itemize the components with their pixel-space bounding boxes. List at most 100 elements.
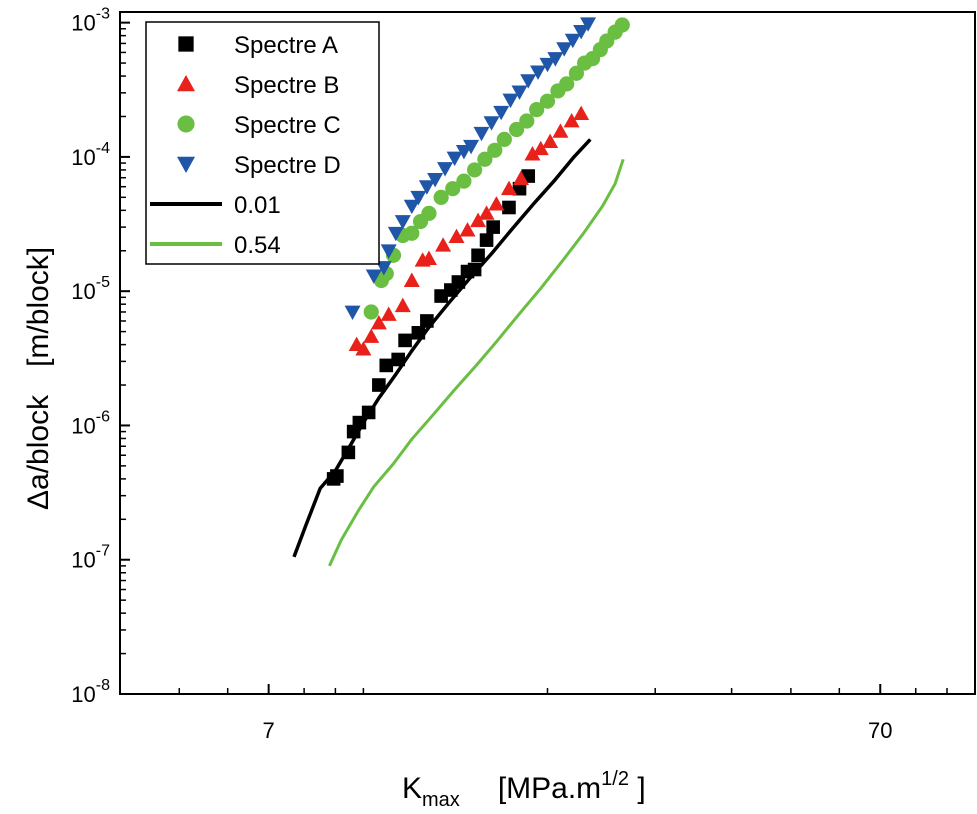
data-point: [552, 123, 569, 138]
data-point: [363, 304, 379, 320]
data-point: [580, 17, 597, 32]
y-tick-label: 10-8: [71, 677, 110, 707]
legend-entry: 0.01: [150, 192, 281, 219]
data-point: [520, 74, 537, 89]
data-point: [420, 250, 437, 265]
legend-marker-swatch: [177, 115, 195, 133]
legend-label: Spectre D: [234, 152, 341, 179]
data-point: [508, 121, 525, 138]
data-point: [563, 113, 580, 128]
data-point: [529, 102, 545, 118]
legend-label: 0.54: [234, 232, 281, 259]
data-point: [363, 328, 380, 343]
legend-entry: 0.54: [150, 232, 281, 259]
data-point: [524, 146, 541, 161]
series-spectre-c: [363, 17, 630, 320]
data-point: [387, 226, 404, 242]
legend-label: Spectre C: [234, 112, 341, 139]
x-axis-title: Kmax [MPa.m1/2 ]: [402, 768, 646, 811]
data-point: [614, 17, 630, 33]
legend-label: Spectre B: [234, 72, 339, 99]
data-point: [421, 205, 437, 221]
data-point: [418, 180, 435, 195]
data-point: [500, 180, 517, 196]
series-line-0-54: [328, 158, 625, 567]
series-spectre-d: [344, 17, 597, 320]
data-point: [478, 205, 495, 220]
y-tick-label: 10-5: [71, 274, 110, 304]
y-tick-label: 10-4: [71, 140, 110, 170]
data-point: [437, 162, 454, 177]
data-point: [532, 140, 549, 156]
data-point: [380, 306, 397, 321]
data-point: [496, 131, 512, 148]
data-point: [486, 220, 500, 234]
series-line-0-01: [292, 138, 592, 558]
data-point: [564, 33, 581, 49]
series-0-54: [328, 158, 625, 567]
data-point: [398, 333, 412, 348]
data-point: [410, 190, 427, 206]
legend-marker-swatch: [178, 36, 194, 52]
data-point: [559, 76, 575, 92]
data-point: [380, 244, 397, 259]
data-point: [365, 269, 382, 284]
data-point: [511, 85, 528, 100]
y-tick-label: 10-7: [71, 543, 110, 573]
data-point: [456, 173, 472, 189]
legend-label: 0.01: [234, 192, 281, 219]
series-layer: [292, 17, 630, 567]
data-point: [470, 212, 487, 228]
data-point: [459, 222, 476, 237]
data-point: [479, 233, 494, 247]
y-axis-title: Δa/block[m/block]: [22, 247, 55, 510]
data-point: [379, 358, 394, 373]
data-point: [445, 181, 461, 197]
data-point: [493, 105, 510, 121]
data-point: [473, 126, 490, 142]
data-point: [512, 170, 529, 185]
data-point: [394, 215, 411, 230]
data-point: [512, 181, 527, 196]
series-0-01: [292, 138, 592, 558]
data-point: [471, 248, 485, 263]
data-point: [467, 262, 482, 277]
legend-box: [145, 21, 380, 265]
data-point: [539, 57, 556, 73]
x-tick-label: 70: [868, 718, 892, 743]
data-point: [542, 133, 559, 149]
data-point: [463, 139, 480, 155]
data-point: [403, 272, 420, 287]
data-point: [502, 93, 519, 109]
legend-entry: Spectre B: [177, 72, 339, 99]
data-point: [404, 225, 420, 241]
legend-entry: Spectre D: [177, 152, 341, 179]
data-point: [519, 113, 535, 129]
data-point: [344, 305, 361, 320]
data-point: [446, 151, 463, 167]
data-point: [433, 189, 449, 205]
data-point: [547, 52, 564, 67]
data-point: [483, 116, 500, 131]
legend-label: Spectre A: [234, 32, 338, 59]
data-point: [573, 25, 590, 40]
data-point: [372, 378, 386, 392]
legend-entry: Spectre C: [177, 112, 341, 139]
legend-marker-swatch: [177, 156, 195, 173]
series-spectre-b: [348, 105, 590, 356]
data-point: [448, 228, 465, 243]
data-point: [488, 196, 505, 211]
y-tick-label: 10-6: [71, 408, 110, 438]
x-tick-label: 7: [263, 718, 275, 743]
data-point: [530, 65, 547, 80]
data-point: [355, 341, 372, 356]
data-point: [467, 162, 483, 178]
data-point: [502, 200, 516, 215]
data-point: [477, 151, 493, 167]
data-point: [394, 297, 411, 313]
legend: Spectre A Spectre B Spectre C Spectre D 0.01…: [145, 21, 380, 265]
data-point: [435, 237, 452, 252]
data-point: [573, 105, 590, 121]
data-point: [568, 65, 585, 81]
